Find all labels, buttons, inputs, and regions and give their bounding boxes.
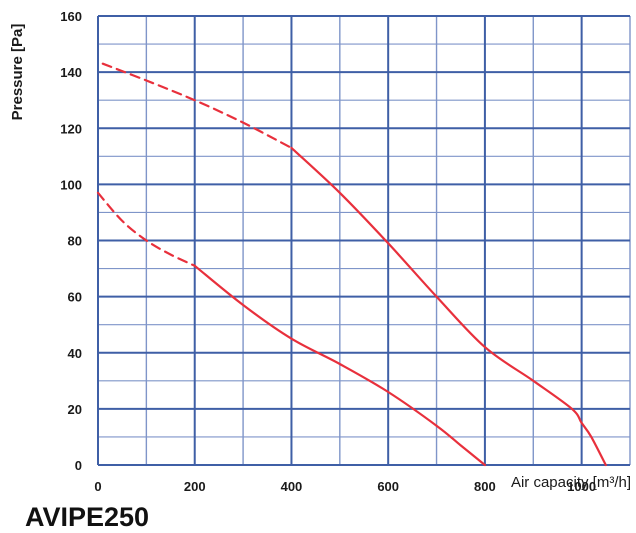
- curve-2-solid: [193, 264, 486, 467]
- grid-major: [97, 15, 630, 466]
- x-tick-label: 600: [377, 479, 399, 494]
- x-tick-label: 200: [184, 479, 206, 494]
- curve-2-dashed: [96, 191, 196, 267]
- y-tick-label: 0: [75, 458, 82, 473]
- x-tick-label: 0: [94, 479, 101, 494]
- y-tick-label: 100: [60, 177, 82, 192]
- y-tick-label: 40: [68, 346, 82, 361]
- x-tick-label: 400: [281, 479, 303, 494]
- y-tick-label: 160: [60, 9, 82, 24]
- curves: [96, 62, 607, 467]
- tick-labels: 0 200 400 600 800 1000 0 20 40 60 80 100 120 140 160: [60, 9, 596, 494]
- x-axis-title: Air capacity [m³/h]: [511, 474, 631, 491]
- y-tick-label: 120: [60, 121, 82, 136]
- y-tick-label: 80: [68, 234, 82, 249]
- y-tick-label: 140: [60, 65, 82, 80]
- curve-1-dashed: [101, 62, 293, 149]
- model-caption: AVIPE250: [25, 502, 150, 532]
- x-tick-label: 800: [474, 479, 496, 494]
- curve-1-solid: [290, 146, 607, 467]
- y-tick-label: 60: [68, 290, 82, 305]
- x-tick-label: 1000: [567, 479, 596, 494]
- y-axis-title: Pressure [Pa]: [9, 24, 26, 121]
- y-tick-label: 20: [68, 402, 82, 417]
